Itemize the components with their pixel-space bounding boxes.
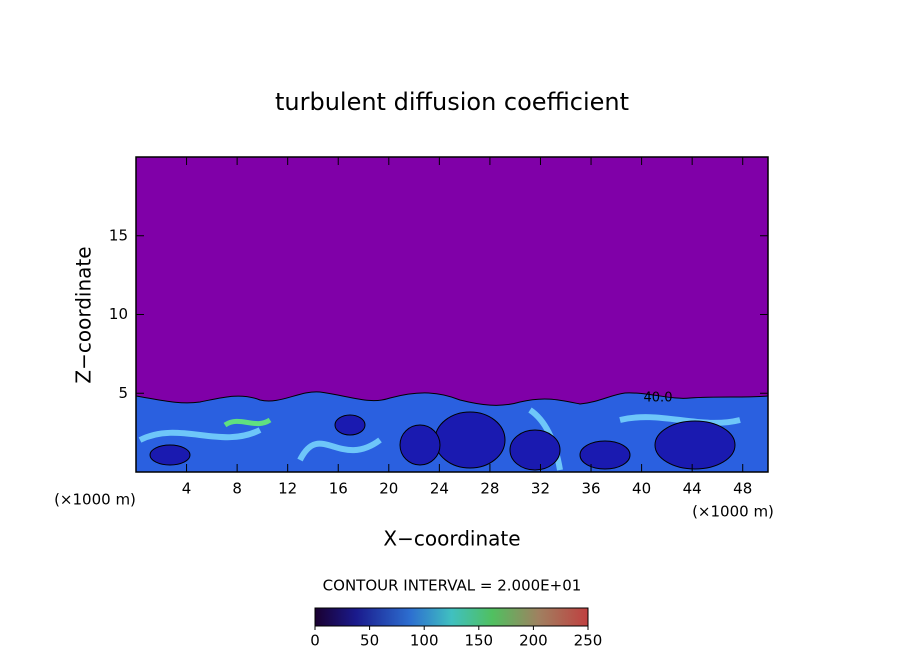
- colorbar-tick-label: 50: [360, 632, 379, 650]
- y-unit-label: (×1000 m): [54, 491, 136, 509]
- colorbar-tick-label: 200: [519, 632, 548, 650]
- colorbar-tick-label: 250: [574, 632, 603, 650]
- colorbar-tick-label: 150: [464, 632, 493, 650]
- x-unit-label: (×1000 m): [692, 503, 774, 521]
- x-tick-label: 40: [632, 480, 651, 498]
- chart-title: turbulent diffusion coefficient: [275, 88, 629, 116]
- x-tick-label: 28: [480, 480, 499, 498]
- contour-field: [136, 157, 768, 472]
- x-tick-label: 8: [232, 480, 242, 498]
- y-axis-label: Z−coordinate: [72, 246, 96, 383]
- x-tick-label: 12: [278, 480, 297, 498]
- x-tick-label: 36: [581, 480, 600, 498]
- x-tick-label: 16: [329, 480, 348, 498]
- x-tick-label: 4: [182, 480, 192, 498]
- colorbar-tick-label: 0: [310, 632, 320, 650]
- x-tick-label: 48: [733, 480, 752, 498]
- y-tick-label: 10: [109, 305, 128, 323]
- colorbar-tick-label: 100: [410, 632, 439, 650]
- x-tick-label: 20: [379, 480, 398, 498]
- y-tick-label: 5: [118, 384, 128, 402]
- y-tick-label: 15: [109, 226, 128, 244]
- colorbar: [314, 607, 589, 627]
- contour-label: 40.0: [644, 391, 673, 406]
- x-axis-label: X−coordinate: [383, 527, 520, 551]
- x-tick-label: 44: [683, 480, 702, 498]
- x-tick-label: 24: [430, 480, 449, 498]
- x-tick-label: 32: [531, 480, 550, 498]
- annotation: CONTOUR INTERVAL = 2.000E+01: [323, 577, 582, 595]
